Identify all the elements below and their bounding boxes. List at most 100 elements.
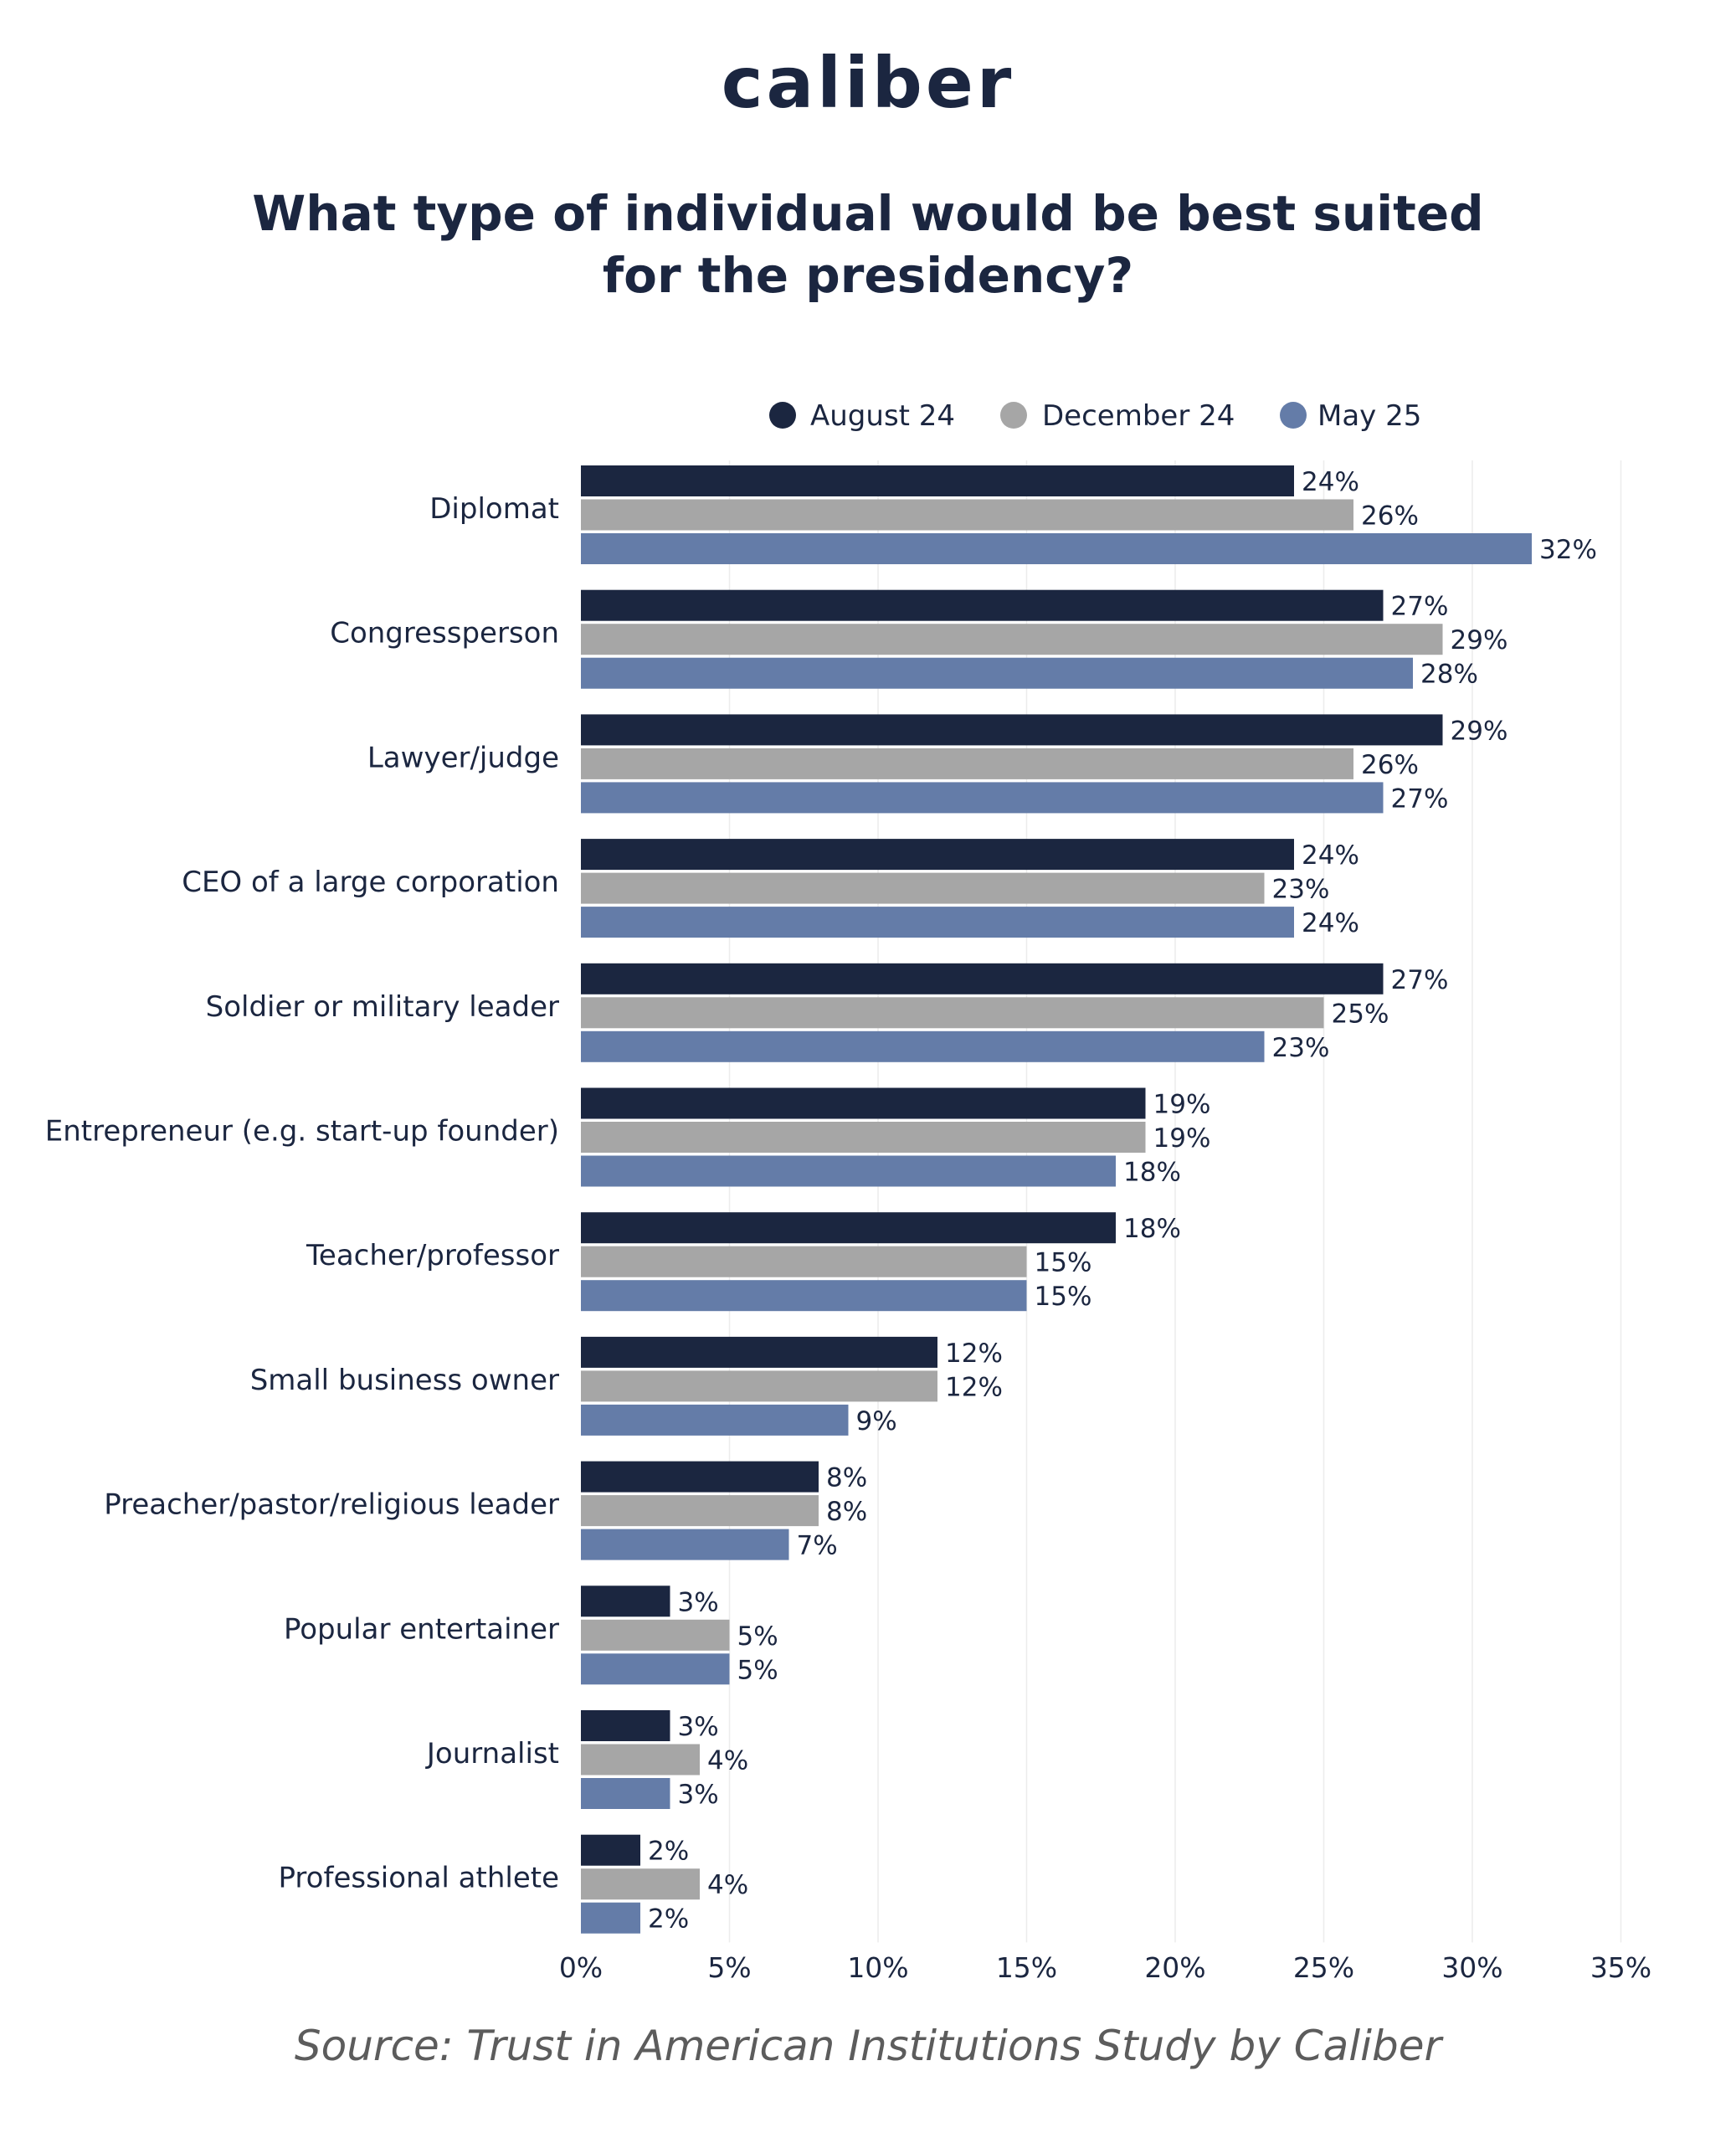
data-label: 12% — [945, 1339, 1003, 1369]
data-label: 23% — [1272, 1033, 1330, 1063]
bar — [581, 782, 1384, 814]
x-tick-label: 35% — [1590, 1951, 1651, 1984]
legend-label: December 24 — [1042, 399, 1235, 433]
chart-title: What type of individual would be best su… — [240, 182, 1496, 306]
data-label: 26% — [1361, 750, 1419, 780]
bar — [581, 1834, 640, 1866]
bar — [581, 589, 1384, 621]
legend-marker — [1000, 402, 1027, 429]
category-label: Popular entertainer — [284, 1612, 559, 1646]
data-label: 2% — [648, 1837, 689, 1867]
legend-marker — [769, 402, 796, 429]
caliber-logo: caliber — [721, 42, 1015, 124]
legend-marker — [1280, 402, 1307, 429]
bar — [581, 1653, 730, 1685]
bar — [581, 963, 1384, 994]
x-tick-label: 5% — [707, 1951, 751, 1984]
data-label: 3% — [678, 1780, 719, 1810]
bar — [581, 1370, 937, 1402]
source-note: Source: Trust in American Institutions S… — [294, 2022, 1442, 2070]
data-label: 5% — [737, 1655, 778, 1685]
data-label: 5% — [737, 1621, 778, 1652]
data-label: 3% — [678, 1587, 719, 1617]
bar — [581, 1529, 789, 1560]
bar — [581, 1778, 670, 1809]
bar — [581, 1122, 1146, 1153]
category-label: Entrepreneur (e.g. start-up founder) — [45, 1115, 559, 1149]
data-label: 23% — [1272, 875, 1330, 905]
legend-label: August 24 — [810, 399, 955, 433]
data-label: 18% — [1123, 1158, 1181, 1188]
category-label: CEO of a large corporation — [182, 866, 559, 899]
x-tick-label: 15% — [996, 1951, 1057, 1984]
bar-chart: August 24 December 24 May 25Diplomat24%26%… — [45, 399, 1651, 1984]
data-label: 8% — [826, 1463, 867, 1493]
bar — [581, 1155, 1116, 1187]
data-label: 2% — [648, 1904, 689, 1935]
bar — [581, 839, 1294, 871]
category-label: Teacher/professor — [306, 1239, 559, 1272]
bar — [581, 499, 1353, 531]
chart-title-line-1: What type of individual would be best su… — [252, 185, 1484, 242]
category-label: Diplomat — [429, 492, 559, 526]
bar — [581, 1404, 849, 1436]
data-label: 19% — [1153, 1090, 1211, 1120]
category-label: Professional athlete — [279, 1862, 559, 1895]
data-label: 27% — [1391, 784, 1449, 814]
bar — [581, 624, 1443, 655]
legend-label: May 25 — [1317, 399, 1421, 433]
category-label: Lawyer/judge — [367, 741, 559, 774]
x-tick-label: 20% — [1144, 1951, 1205, 1984]
data-label: 29% — [1451, 716, 1508, 746]
data-label: 4% — [707, 1746, 748, 1776]
data-label: 18% — [1123, 1214, 1181, 1244]
bar — [581, 1461, 819, 1493]
bar — [581, 657, 1413, 689]
data-label: 15% — [1035, 1282, 1092, 1312]
bar — [581, 1495, 819, 1527]
bar — [581, 1246, 1027, 1277]
bar — [581, 1336, 937, 1368]
data-label: 24% — [1302, 840, 1359, 871]
data-label: 19% — [1153, 1123, 1211, 1154]
bar — [581, 997, 1324, 1029]
chart-title-line-2: for the presidency? — [602, 247, 1134, 304]
data-label: 27% — [1391, 965, 1449, 995]
bar — [581, 1868, 700, 1900]
data-label: 3% — [678, 1712, 719, 1742]
data-label: 28% — [1420, 660, 1478, 690]
data-label: 26% — [1361, 501, 1419, 532]
data-label: 32% — [1539, 535, 1597, 565]
data-label: 29% — [1451, 625, 1508, 655]
category-label: Preacher/pastor/religious leader — [104, 1488, 559, 1522]
x-tick-label: 10% — [847, 1951, 908, 1984]
bar — [581, 907, 1294, 938]
data-label: 24% — [1302, 467, 1359, 497]
category-label: Journalist — [425, 1737, 559, 1770]
data-label: 24% — [1302, 908, 1359, 938]
x-tick-label: 30% — [1441, 1951, 1502, 1984]
x-tick-label: 0% — [559, 1951, 603, 1984]
bar — [581, 1280, 1027, 1312]
category-label: Soldier or military leader — [206, 990, 559, 1024]
category-label: Small business owner — [250, 1364, 559, 1397]
bar — [581, 533, 1532, 564]
data-label: 25% — [1332, 999, 1389, 1029]
bar — [581, 1710, 670, 1741]
bar — [581, 465, 1294, 496]
data-label: 4% — [707, 1870, 748, 1900]
data-label: 27% — [1391, 592, 1449, 622]
bar — [581, 872, 1265, 904]
bar — [581, 1585, 670, 1617]
bar — [581, 714, 1443, 746]
bar — [581, 748, 1353, 779]
bar — [581, 1212, 1116, 1244]
bar — [581, 1744, 700, 1776]
data-label: 8% — [826, 1497, 867, 1527]
bar — [581, 1619, 730, 1651]
bar — [581, 1030, 1265, 1062]
bar — [581, 1902, 640, 1934]
data-label: 12% — [945, 1372, 1003, 1402]
data-label: 15% — [1035, 1248, 1092, 1278]
x-tick-label: 25% — [1293, 1951, 1354, 1984]
